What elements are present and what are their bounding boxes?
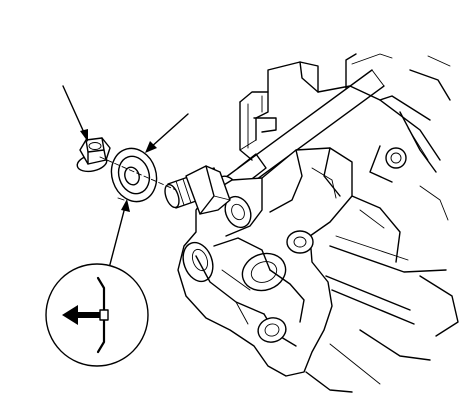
washer-orientation-detail [45,263,149,367]
leader-washer [149,113,189,149]
leader-nut [62,85,87,138]
leader-detail-arrowhead [121,199,130,212]
callout-leaders [62,85,189,273]
flange-nut [76,137,111,173]
leader-washer-arrowhead [145,141,157,153]
suspension-assembly [177,53,459,393]
link-rod [305,195,459,393]
washer-contact-mark [99,309,109,321]
washer-orientation-arrow-icon [62,305,100,325]
background-housing [239,53,451,221]
leader-nut-arrowhead [80,129,88,142]
washer [110,147,158,203]
threaded-stud [164,165,231,215]
installation-axis [99,156,177,191]
leader-detail [107,206,126,273]
